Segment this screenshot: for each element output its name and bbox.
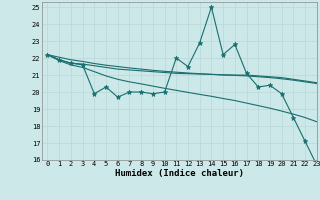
X-axis label: Humidex (Indice chaleur): Humidex (Indice chaleur) (115, 169, 244, 178)
